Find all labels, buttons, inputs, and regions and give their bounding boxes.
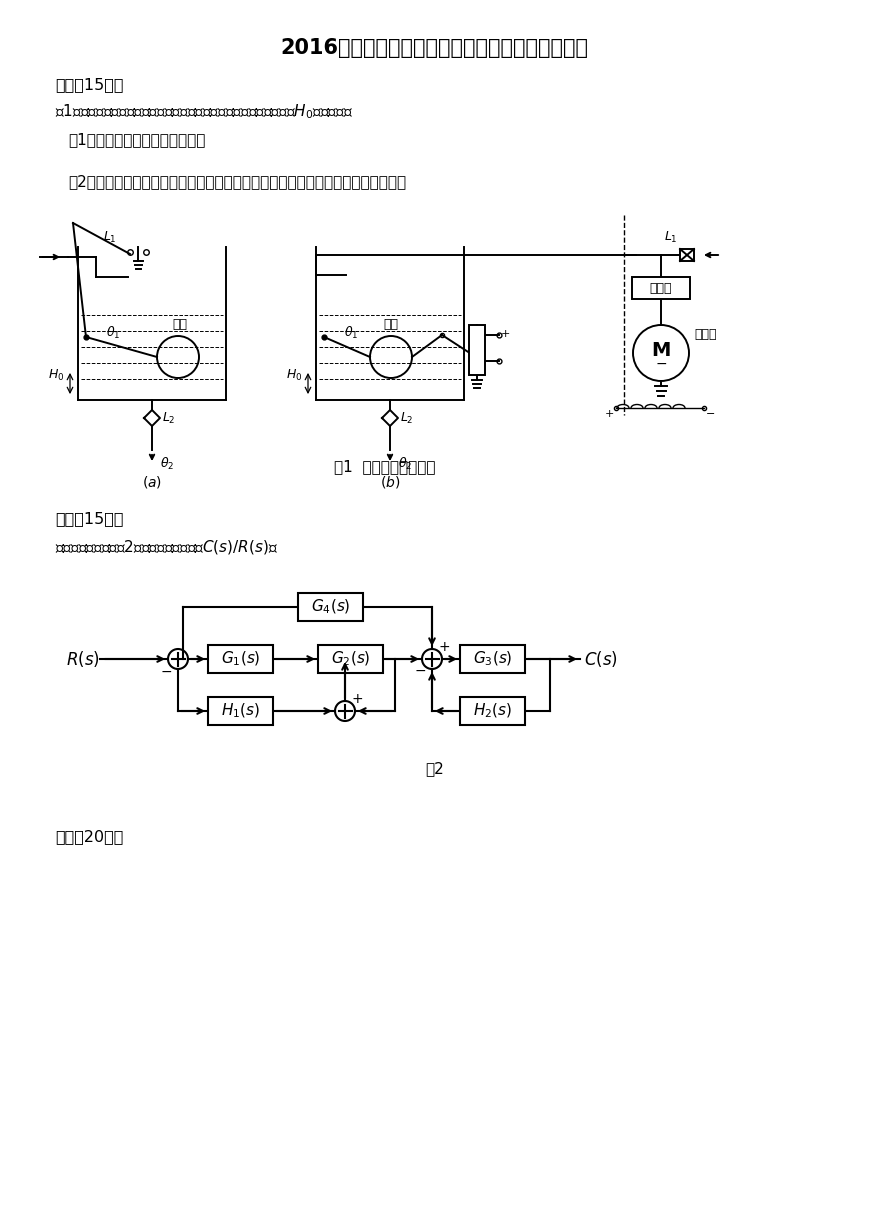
Bar — [460, 645, 525, 673]
Bar — [318, 645, 383, 673]
Bar — [208, 645, 273, 673]
Text: $\theta_2$: $\theta_2$ — [160, 456, 175, 472]
Text: 二、（15分）: 二、（15分） — [55, 512, 123, 527]
Text: 一、（15分）: 一、（15分） — [55, 77, 123, 92]
Text: $\theta_1$: $\theta_1$ — [106, 325, 121, 341]
Text: $(b)$: $(b)$ — [380, 474, 401, 490]
Text: $G_2(s)$: $G_2(s)$ — [331, 650, 370, 668]
Text: （2）画出各系统的方框图，并说明被控对象、给定值、被控量和干扰信号是什么？: （2）画出各系统的方框图，并说明被控对象、给定值、被控量和干扰信号是什么？ — [68, 174, 406, 189]
Text: +: + — [351, 693, 363, 706]
Text: 三、（20分）: 三、（20分） — [55, 829, 123, 845]
Text: 图1是液面自动控制系统的两种原理示意图。在运行中，希望液面高度$H_0$维持不变。: 图1是液面自动控制系统的两种原理示意图。在运行中，希望液面高度$H_0$维持不变… — [55, 103, 353, 122]
Text: $(a)$: $(a)$ — [142, 474, 162, 490]
Text: −: − — [415, 664, 426, 678]
Text: $H_0$: $H_0$ — [286, 367, 302, 383]
Bar — [460, 698, 525, 725]
Text: $H_2(s)$: $H_2(s)$ — [473, 701, 512, 720]
Text: +: + — [438, 640, 450, 655]
Text: 电动机: 电动机 — [694, 329, 717, 341]
Text: 浮子: 浮子 — [173, 318, 188, 332]
Text: 2016年浙江省中国计量大学自动控制原理考研真题: 2016年浙江省中国计量大学自动控制原理考研真题 — [281, 38, 588, 58]
Bar — [680, 249, 694, 262]
Text: $\theta_1$: $\theta_1$ — [344, 325, 358, 341]
Text: $L_1$: $L_1$ — [664, 230, 678, 244]
Text: +: + — [605, 409, 614, 419]
Text: −: − — [706, 409, 715, 419]
Text: M: M — [651, 340, 671, 360]
Text: $G_1(s)$: $G_1(s)$ — [221, 650, 261, 668]
Text: +: + — [501, 329, 510, 339]
Text: −: − — [655, 357, 667, 371]
Text: 试用梅逊公式列写图2所示系统的传递函数$C(s)/R(s)$。: 试用梅逊公式列写图2所示系统的传递函数$C(s)/R(s)$。 — [55, 538, 278, 556]
Text: $H_0$: $H_0$ — [48, 367, 64, 383]
Bar — [632, 278, 690, 298]
Text: $H_1(s)$: $H_1(s)$ — [221, 701, 260, 720]
Bar — [469, 325, 485, 375]
Text: −: − — [160, 666, 172, 679]
Text: 图2: 图2 — [425, 761, 444, 776]
Text: $L_2$: $L_2$ — [400, 410, 414, 426]
Text: $L_2$: $L_2$ — [162, 410, 176, 426]
Text: $G_3(s)$: $G_3(s)$ — [473, 650, 512, 668]
Text: 图1  液位自动控制系统: 图1 液位自动控制系统 — [334, 459, 435, 474]
Text: $R(s)$: $R(s)$ — [66, 650, 100, 669]
Text: $L_1$: $L_1$ — [103, 230, 116, 244]
Text: 减速器: 减速器 — [650, 281, 673, 295]
Text: $G_4(s)$: $G_4(s)$ — [311, 598, 350, 616]
Bar — [208, 698, 273, 725]
Bar — [298, 593, 363, 621]
Text: （1）试说明各系统的工作原理。: （1）试说明各系统的工作原理。 — [68, 133, 205, 147]
Circle shape — [633, 325, 689, 381]
Text: 浮子: 浮子 — [383, 318, 399, 332]
Text: $\theta_2$: $\theta_2$ — [398, 456, 412, 472]
Text: $C(s)$: $C(s)$ — [584, 650, 618, 669]
